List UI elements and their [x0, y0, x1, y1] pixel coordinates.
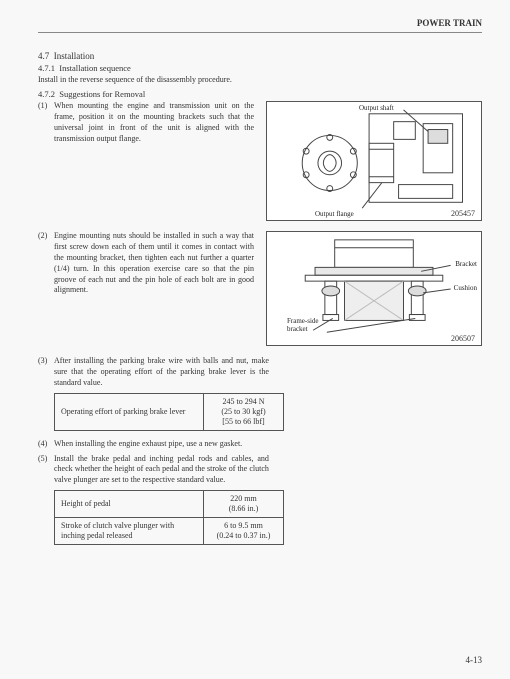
item-text: When installing the engine exhaust pipe,…	[54, 439, 269, 450]
item-text: Engine mounting nuts should be installed…	[54, 231, 254, 296]
fig2-label-cushion: Cushion	[454, 284, 477, 292]
section-title-text: Installation	[54, 51, 95, 61]
table-cell: 6 to 9.5 mm (0.24 to 0.37 in.)	[204, 517, 284, 544]
table-cell: 220 mm (8.66 in.)	[204, 490, 284, 517]
subsection-1: 4.7.1 Installation sequence	[38, 63, 482, 73]
list-item: (2) Engine mounting nuts should be insta…	[38, 231, 254, 296]
sub1-num: 4.7.1	[38, 63, 55, 73]
table-cell: 245 to 294 N (25 to 30 kgf) [55 to 66 lb…	[204, 393, 284, 430]
item-text: After installing the parking brake wire …	[54, 356, 269, 388]
spec-table-pedal: Height of pedal 220 mm (8.66 in.) Stroke…	[54, 490, 284, 545]
figure-bracket: Bracket Cushion Frame-side bracket 20650…	[266, 231, 482, 346]
fig2-label-frame-side: Frame-side bracket	[287, 318, 337, 333]
spec-table-brake-lever: Operating effort of parking brake lever …	[54, 393, 284, 431]
list-item: (5) Install the brake pedal and inching …	[38, 454, 269, 486]
table-cell: Stroke of clutch valve plunger with inch…	[55, 517, 204, 544]
item-text: When mounting the engine and transmissio…	[54, 101, 254, 144]
section-num: 4.7	[38, 51, 49, 61]
subsection-2: 4.7.2 Suggestions for Removal	[38, 89, 482, 99]
fig1-label-output-flange: Output flange	[315, 210, 354, 218]
fig1-label-output-shaft: Output shaft	[359, 104, 394, 112]
list-item: (4) When installing the engine exhaust p…	[38, 439, 269, 450]
fig2-label-bracket: Bracket	[455, 260, 477, 268]
item-num: (5)	[38, 454, 54, 486]
page-number: 4-13	[466, 655, 483, 665]
sub2-title: Suggestions for Removal	[59, 89, 145, 99]
table-cell: Height of pedal	[55, 490, 204, 517]
item-num: (1)	[38, 101, 54, 144]
fig2-number: 206507	[451, 334, 475, 343]
fig1-number: 205457	[451, 209, 475, 218]
sub1-title: Installation sequence	[59, 63, 131, 73]
item-num: (4)	[38, 439, 54, 450]
page-header: POWER TRAIN	[38, 18, 482, 33]
item-text: Install the brake pedal and inching peda…	[54, 454, 269, 486]
figure-output-shaft: Output shaft Output flange 205457	[266, 101, 482, 221]
sub2-num: 4.7.2	[38, 89, 55, 99]
list-item: (3) After installing the parking brake w…	[38, 356, 269, 388]
item-num: (3)	[38, 356, 54, 388]
list-item: (1) When mounting the engine and transmi…	[38, 101, 254, 144]
table-cell: Operating effort of parking brake lever	[55, 393, 204, 430]
section-heading: 4.7 Installation	[38, 51, 482, 61]
item-num: (2)	[38, 231, 54, 296]
intro-text: Install in the reverse sequence of the d…	[38, 75, 482, 85]
